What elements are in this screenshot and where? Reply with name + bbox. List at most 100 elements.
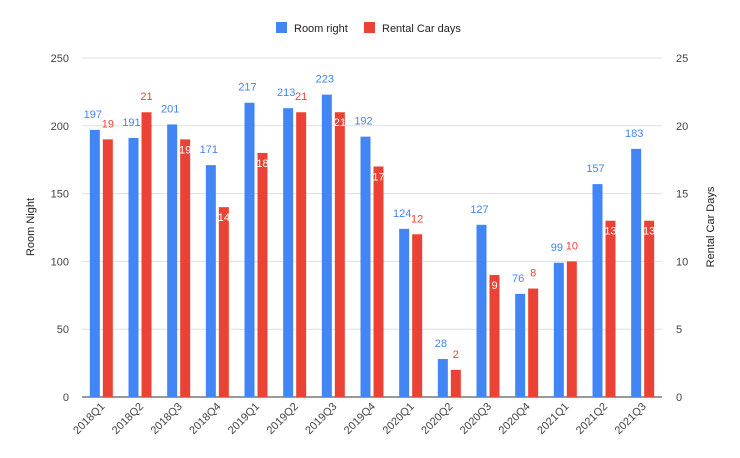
bar-room-right bbox=[205, 165, 216, 397]
data-label-rental-car-days: 19 bbox=[179, 144, 191, 156]
x-tick-label: 2019Q2 bbox=[265, 401, 301, 437]
bar-room-right bbox=[437, 359, 448, 397]
x-tick-label: 2020Q1 bbox=[381, 401, 417, 437]
bar-room-right bbox=[128, 138, 139, 397]
data-label-room-right: 99 bbox=[551, 242, 563, 254]
bar-rental-car-days bbox=[528, 288, 539, 397]
bar-rental-car-days bbox=[489, 274, 500, 397]
bar-rental-car-days bbox=[450, 369, 461, 397]
y-left-tick-label: 200 bbox=[51, 121, 69, 133]
data-label-room-right: 213 bbox=[277, 87, 295, 99]
y-left-tick-label: 250 bbox=[51, 53, 69, 65]
legend-label-room-right: Room right bbox=[294, 23, 348, 35]
data-label-rental-car-days: 21 bbox=[295, 91, 307, 103]
data-label-rental-car-days: 18 bbox=[256, 158, 268, 170]
data-label-room-right: 192 bbox=[354, 116, 372, 128]
x-tick-label: 2018Q3 bbox=[149, 401, 185, 437]
data-label-room-right: 28 bbox=[435, 338, 447, 350]
x-tick-label: 2020Q3 bbox=[458, 401, 494, 437]
y-right-tick-label: 25 bbox=[676, 53, 688, 65]
data-label-room-right: 223 bbox=[316, 74, 334, 86]
legend: Room right Rental Car days bbox=[276, 22, 461, 35]
gridlines bbox=[82, 57, 662, 398]
x-tick-label: 2021Q2 bbox=[574, 401, 610, 437]
x-tick-label: 2018Q2 bbox=[110, 401, 146, 437]
bar-rental-car-days bbox=[257, 152, 268, 397]
bar-rental-car-days bbox=[373, 166, 384, 397]
bar-room-right bbox=[515, 293, 526, 397]
data-label-room-right: 201 bbox=[161, 103, 179, 115]
data-label-room-right: 183 bbox=[625, 128, 643, 140]
y-right-tick-label: 15 bbox=[676, 189, 688, 201]
bar-room-right bbox=[592, 184, 603, 397]
data-label-rental-car-days: 2 bbox=[453, 349, 459, 361]
y-left-tick-label: 150 bbox=[51, 189, 69, 201]
bar-room-right bbox=[283, 108, 294, 397]
data-label-rental-car-days: 19 bbox=[102, 118, 114, 130]
data-label-rental-car-days: 13 bbox=[643, 226, 655, 238]
y-axis-right-ticks: 0 5 10 15 20 25 bbox=[676, 53, 688, 404]
data-label-room-right: 191 bbox=[122, 117, 140, 129]
y-left-tick-label: 100 bbox=[51, 256, 69, 268]
bar-rental-car-days bbox=[141, 112, 152, 398]
data-label-rental-car-days: 14 bbox=[218, 212, 230, 224]
bar-room-right bbox=[244, 102, 255, 398]
y-axis-left-ticks: 0 50 100 150 200 250 bbox=[51, 53, 69, 404]
x-tick-label: 2018Q4 bbox=[187, 401, 223, 437]
data-label-rental-car-days: 21 bbox=[334, 117, 346, 129]
legend-label-rental-car-days: Rental Car days bbox=[382, 23, 461, 35]
data-label-room-right: 157 bbox=[586, 163, 604, 175]
y-axis-right-title: Rental Car Days bbox=[705, 186, 717, 267]
y-axis-left-title: Room Night bbox=[25, 198, 37, 256]
x-tick-label: 2020Q2 bbox=[419, 401, 455, 437]
x-tick-label: 2021Q1 bbox=[535, 401, 571, 437]
bar-room-right bbox=[321, 94, 332, 397]
data-label-rental-car-days: 17 bbox=[372, 171, 384, 183]
bar-rental-car-days bbox=[296, 112, 307, 398]
bar-room-right bbox=[631, 148, 642, 397]
data-label-room-right: 124 bbox=[393, 208, 411, 220]
y-left-tick-label: 0 bbox=[63, 392, 69, 404]
bar-rental-car-days bbox=[412, 234, 423, 397]
data-label-rental-car-days: 8 bbox=[530, 268, 536, 280]
x-tick-label: 2018Q1 bbox=[71, 401, 107, 437]
bar-rental-car-days bbox=[218, 207, 229, 397]
data-label-room-right: 217 bbox=[238, 82, 256, 94]
data-label-room-right: 197 bbox=[84, 109, 102, 121]
data-label-rental-car-days: 9 bbox=[491, 280, 497, 292]
bar-rental-car-days bbox=[334, 112, 345, 398]
x-tick-label: 2020Q4 bbox=[497, 401, 533, 437]
x-tick-label: 2021Q3 bbox=[613, 401, 649, 437]
y-right-tick-label: 5 bbox=[676, 324, 682, 336]
y-right-tick-label: 0 bbox=[676, 392, 682, 404]
y-right-tick-label: 10 bbox=[676, 256, 688, 268]
y-right-tick-label: 20 bbox=[676, 121, 688, 133]
bar-rental-car-days bbox=[102, 139, 113, 398]
data-label-room-right: 76 bbox=[512, 273, 524, 285]
bars bbox=[89, 94, 655, 398]
bar-rental-car-days bbox=[644, 220, 655, 397]
bar-rental-car-days bbox=[605, 220, 616, 397]
bar-room-right bbox=[553, 262, 564, 397]
x-tick-label: 2019Q4 bbox=[342, 401, 378, 437]
bar-room-right bbox=[89, 129, 100, 398]
data-label-rental-car-days: 12 bbox=[411, 213, 423, 225]
data-label-rental-car-days: 21 bbox=[140, 91, 152, 103]
x-tick-label: 2019Q1 bbox=[226, 401, 262, 437]
bar-room-right bbox=[399, 228, 410, 397]
data-label-rental-car-days: 10 bbox=[566, 240, 578, 252]
data-label-room-right: 127 bbox=[470, 204, 488, 216]
y-left-tick-label: 50 bbox=[57, 324, 69, 336]
bar-room-right bbox=[167, 124, 178, 397]
bar-rental-car-days bbox=[566, 261, 577, 397]
bar-room-right bbox=[360, 136, 371, 397]
bar-rental-car-days bbox=[180, 139, 191, 398]
legend-swatch-rental-car-days bbox=[364, 22, 375, 33]
data-label-room-right: 171 bbox=[200, 144, 218, 156]
x-tick-label: 2019Q3 bbox=[303, 401, 339, 437]
data-label-rental-car-days: 13 bbox=[604, 226, 616, 238]
x-axis-ticks: 2018Q1 2018Q2 2018Q3 2018Q4 2019Q1 2019Q2 2019… bbox=[71, 401, 649, 437]
